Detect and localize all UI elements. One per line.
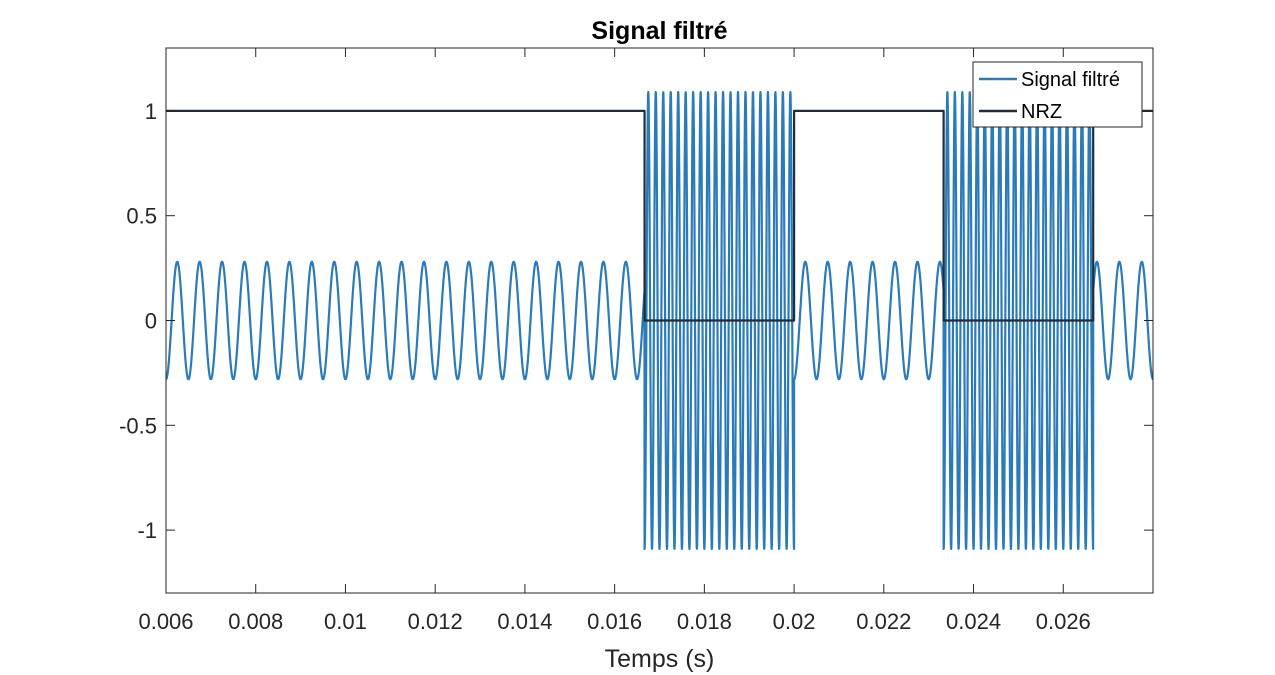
y-tick-label: 0 xyxy=(145,309,157,334)
legend: Signal filtré NRZ xyxy=(972,61,1143,128)
y-tick-label: 0.5 xyxy=(126,204,157,229)
series-line-0 xyxy=(166,90,1153,551)
x-axis-title: Temps (s) xyxy=(605,645,715,673)
y-axis: 1 0.5 0 -0.5 -1 xyxy=(119,99,1153,543)
x-tick-label: 0.024 xyxy=(946,609,1001,634)
x-tick-label: 0.026 xyxy=(1036,609,1091,634)
x-tick-label: 0.01 xyxy=(324,609,367,634)
y-tick-label: -1 xyxy=(137,518,157,543)
x-tick-label: 0.02 xyxy=(773,609,816,634)
x-tick-label: 0.016 xyxy=(587,609,642,634)
series-group xyxy=(166,90,1153,551)
legend-label: NRZ xyxy=(1021,101,1062,123)
x-tick-label: 0.022 xyxy=(856,609,911,634)
x-tick-label: 0.008 xyxy=(228,609,283,634)
series-line-1 xyxy=(166,109,1153,322)
x-axis: 0.006 0.008 0.01 0.012 0.014 0.016 0.018 0.02 0.… xyxy=(138,48,1091,634)
y-tick-label: 1 xyxy=(145,99,157,124)
x-tick-label: 0.006 xyxy=(138,609,193,634)
legend-label: Signal filtré xyxy=(1021,69,1120,91)
y-tick-label: -0.5 xyxy=(119,413,157,438)
x-tick-label: 0.018 xyxy=(677,609,732,634)
x-tick-label: 0.014 xyxy=(497,609,552,634)
x-tick-label: 0.012 xyxy=(408,609,463,634)
legend-box xyxy=(972,61,1143,128)
chart-title: Signal filtré xyxy=(591,17,727,45)
